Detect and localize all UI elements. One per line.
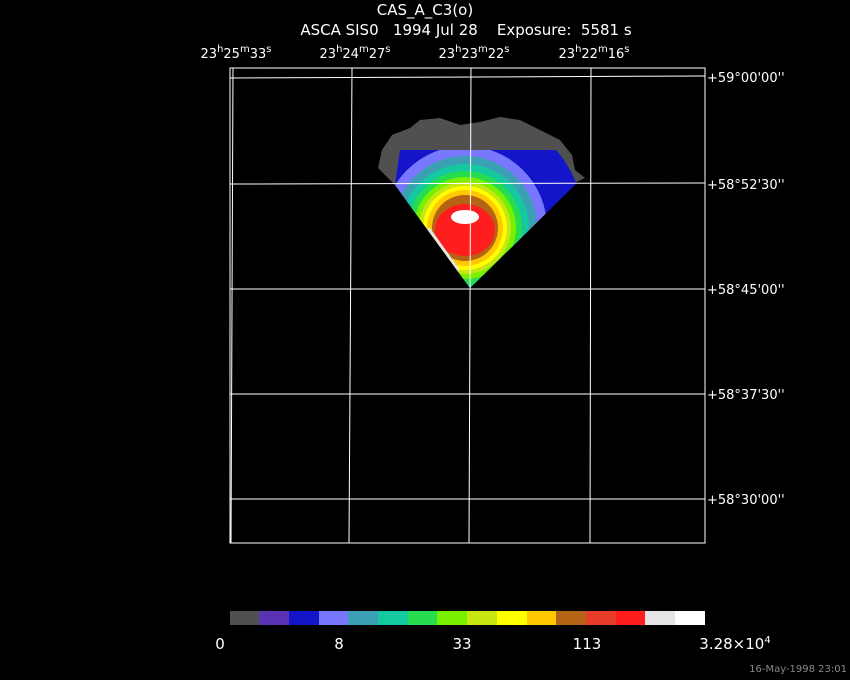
colorbar-labels: 0 8 33 113 3.28×104 <box>215 635 770 653</box>
superscript: m <box>240 44 250 55</box>
superscript: h <box>575 44 581 55</box>
text-part: 23 <box>320 47 337 62</box>
text-part: 22 <box>488 47 505 62</box>
dec-label: +58°30'00'' <box>707 493 785 508</box>
text-part: 22 <box>581 47 598 62</box>
colorbar-label: 0 <box>215 635 225 653</box>
ra-label: 23h25m33s <box>201 44 272 62</box>
text-part: 24 <box>342 47 359 62</box>
footer: 16-May-1998 23:01 <box>749 664 847 675</box>
xray-image <box>378 117 585 288</box>
colorbar-label: 33 <box>452 635 471 653</box>
ra-label: 23h22m16s <box>559 44 630 62</box>
superscript: 4 <box>764 635 770 646</box>
ra-label: 23h24m27s <box>320 44 391 62</box>
superscript: m <box>478 44 488 55</box>
text-part: 33 <box>250 47 267 62</box>
text-part: 23 <box>559 47 576 62</box>
subtitle: ASCA SIS0 1994 Jul 28 Exposure: 5581 s <box>300 21 632 39</box>
ra-label: 23h23m22s <box>439 44 510 62</box>
colorbar <box>230 611 705 625</box>
superscript: h <box>217 44 223 55</box>
superscript: h <box>336 44 342 55</box>
dec-label: +58°45'00'' <box>707 283 785 298</box>
superscript: m <box>359 44 369 55</box>
text-part: 23 <box>439 47 456 62</box>
dec-label: +59°00'00'' <box>707 71 785 86</box>
dec-label: +58°37'30'' <box>707 388 785 403</box>
superscript: s <box>266 44 271 55</box>
text-part: 27 <box>369 47 386 62</box>
colorbar-label: 3.28×104 <box>699 635 770 653</box>
text-part: 16 <box>608 47 625 62</box>
superscript: s <box>385 44 390 55</box>
text-part: 3.28×10 <box>699 635 764 653</box>
colorbar-label: 8 <box>334 635 344 653</box>
title: CAS_A_C3(o) <box>377 1 473 20</box>
dec-labels: +59°00'00'' +58°52'30'' +58°45'00'' +58°37'… <box>707 71 785 508</box>
text-part: 23 <box>461 47 478 62</box>
superscript: m <box>598 44 608 55</box>
coordinate-grid <box>229 67 706 544</box>
text-part: 25 <box>223 47 240 62</box>
ra-labels: 23h25m33s 23h24m27s 23h23m22s 23h22m16s <box>201 44 630 62</box>
colorbar-label: 113 <box>573 635 602 653</box>
superscript: s <box>624 44 629 55</box>
superscript: h <box>455 44 461 55</box>
dec-label: +58°52'30'' <box>707 178 785 193</box>
superscript: s <box>504 44 509 55</box>
text-part: 23 <box>201 47 218 62</box>
